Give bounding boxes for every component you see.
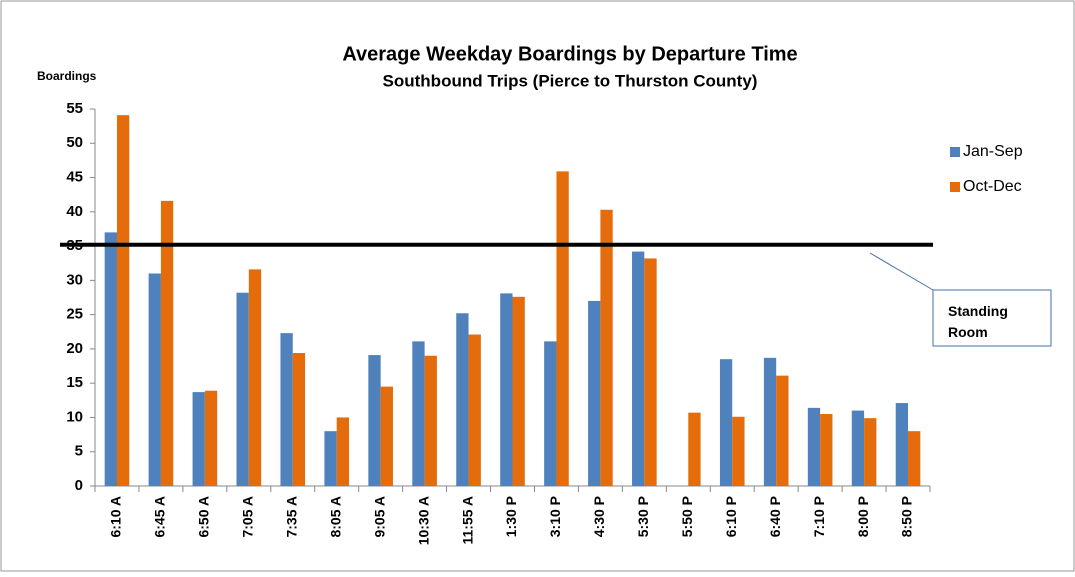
- x-tick-label: 6:45 A: [152, 496, 168, 538]
- bar: [807, 407, 821, 486]
- y-tick-label: 55: [66, 100, 83, 117]
- x-tick-label: 5:50 P: [679, 496, 695, 537]
- bar: [424, 355, 437, 486]
- x-tick-label: 6:40 P: [767, 496, 783, 537]
- y-tick-label: 15: [66, 374, 83, 391]
- bar: [280, 333, 293, 486]
- bar: [632, 251, 645, 486]
- bar: [456, 313, 469, 486]
- bar: [500, 293, 513, 486]
- bar: [192, 392, 205, 486]
- legend-label: Jan-Sep: [963, 143, 1023, 160]
- x-tick-label: 8:50 P: [899, 496, 915, 537]
- annotation-text: Standing Room: [948, 303, 1012, 340]
- bar: [644, 258, 657, 486]
- y-tick-label: 0: [75, 477, 83, 494]
- bar: [851, 410, 865, 486]
- bar: [236, 292, 249, 486]
- bar: [600, 209, 613, 486]
- bar: [864, 418, 877, 486]
- y-tick-label: 45: [66, 169, 83, 186]
- legend-swatch: [950, 147, 960, 157]
- bar: [104, 232, 117, 486]
- annotation-connector: [869, 252, 934, 291]
- bar: [412, 341, 425, 486]
- bar: [336, 417, 350, 486]
- chart-title: Average Weekday Boardings by Departure T…: [342, 43, 797, 65]
- legend-label: Oct-Dec: [963, 178, 1022, 195]
- x-tick-label: 6:10 A: [108, 496, 124, 538]
- y-tick-label: 30: [66, 271, 83, 288]
- bar: [732, 416, 745, 486]
- y-tick-label: 50: [66, 134, 83, 151]
- bar: [468, 334, 481, 486]
- bar: [763, 357, 777, 486]
- y-tick-label: 40: [66, 203, 83, 220]
- bar: [380, 386, 393, 486]
- x-tick-label: 11:55 A: [459, 496, 475, 545]
- bar: [556, 171, 569, 487]
- bar: [908, 431, 921, 486]
- x-tick-label: 1:30 P: [503, 496, 519, 537]
- bar: [512, 296, 525, 486]
- y-tick-label: 25: [66, 306, 83, 323]
- y-axis-label: Boardings: [37, 69, 97, 83]
- x-tick-label: 7:10 P: [811, 496, 827, 537]
- legend-swatch: [950, 182, 960, 192]
- bar: [820, 414, 833, 486]
- y-tick-label: 10: [66, 408, 83, 425]
- bar: [544, 341, 557, 486]
- x-tick-label: 8:00 P: [855, 496, 871, 537]
- x-tick-label: 7:05 A: [240, 496, 256, 538]
- x-tick-label: 3:10 P: [547, 496, 563, 537]
- bar: [292, 353, 306, 486]
- bar: [368, 355, 381, 486]
- bar: [895, 403, 909, 486]
- bar: [588, 300, 601, 486]
- y-tick-label: 5: [75, 443, 83, 460]
- bar: [248, 269, 262, 486]
- bar: [719, 359, 733, 486]
- x-tick-label: 8:05 A: [327, 496, 343, 538]
- bar: [324, 431, 337, 486]
- bar: [116, 115, 130, 486]
- x-tick-label: 4:30 P: [591, 496, 607, 537]
- y-tick-label: 20: [66, 340, 83, 357]
- bar: [204, 390, 218, 486]
- annotation-box: [932, 289, 1052, 347]
- bar: [688, 412, 701, 486]
- x-tick-label: 5:30 P: [635, 496, 651, 537]
- x-tick-label: 7:35 A: [283, 496, 299, 538]
- bar: [160, 200, 174, 487]
- bar: [776, 375, 789, 486]
- x-tick-label: 6:10 P: [723, 496, 739, 537]
- x-tick-label: 6:50 A: [196, 496, 212, 538]
- bar: [148, 273, 161, 486]
- x-tick-label: 9:05 A: [371, 496, 387, 538]
- x-tick-label: 10:30 A: [415, 496, 431, 545]
- chart-subtitle: Southbound Trips (Pierce to Thurston Cou…: [383, 71, 758, 90]
